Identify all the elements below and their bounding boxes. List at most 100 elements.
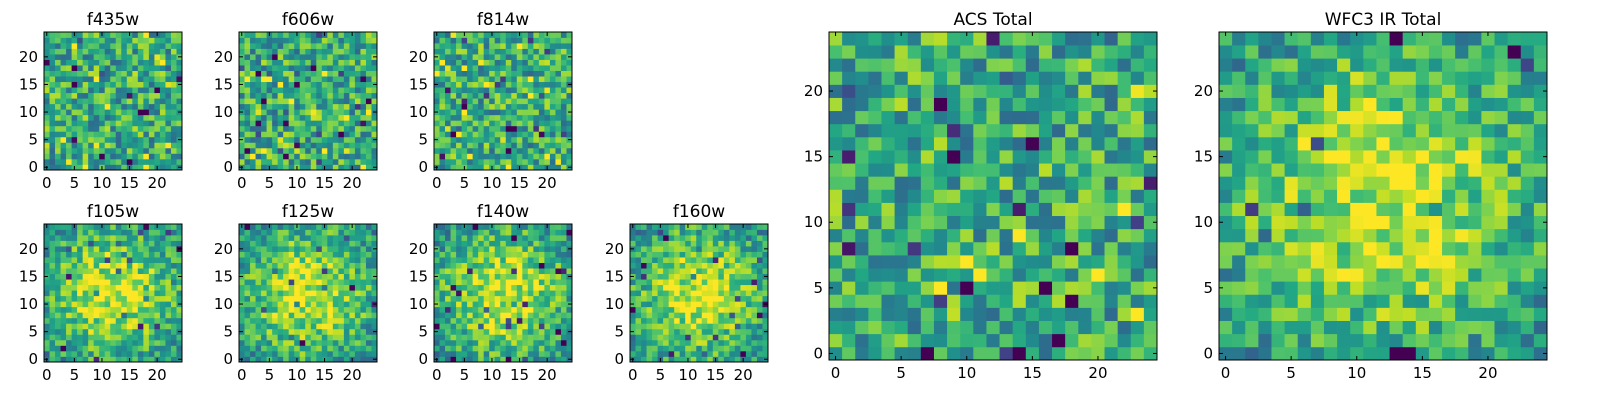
heatmap-cell — [1052, 215, 1066, 230]
heatmap-cell — [907, 176, 922, 190]
heatmap-cell — [434, 240, 440, 247]
heatmap-cell — [104, 229, 111, 236]
heatmap-cell — [679, 317, 686, 324]
heatmap-cell — [82, 76, 89, 83]
heatmap-cell — [999, 333, 1014, 348]
heatmap-cell — [701, 350, 708, 357]
heatmap-cell — [973, 176, 987, 190]
heatmap-cell — [740, 251, 747, 258]
heatmap-cell — [266, 257, 273, 263]
heatmap-cell — [66, 257, 72, 263]
heatmap-cell — [527, 323, 534, 330]
heatmap-cell — [66, 92, 72, 99]
heatmap-cell — [544, 158, 551, 165]
heatmap-cell — [365, 98, 372, 105]
heatmap-cell — [354, 54, 361, 60]
heatmap-cell — [690, 312, 697, 319]
heatmap-cell — [165, 273, 172, 280]
heatmap-cell — [657, 350, 664, 357]
heatmap-cell — [82, 345, 89, 352]
x-tick-label: 20 — [148, 174, 167, 192]
heatmap-cell — [701, 229, 708, 236]
heatmap-cell — [343, 142, 350, 149]
heatmap-cell — [494, 147, 501, 154]
heatmap-cell — [933, 333, 948, 348]
heatmap-cell — [283, 246, 290, 252]
heatmap-cell — [533, 224, 540, 230]
heatmap-cell — [718, 284, 725, 291]
heatmap-cell — [560, 339, 567, 346]
heatmap-cell — [170, 229, 177, 236]
heatmap-cell — [456, 48, 462, 55]
heatmap-cell — [60, 356, 67, 363]
heatmap-cell — [170, 136, 177, 143]
heatmap-cell — [855, 215, 869, 230]
heatmap-cell — [933, 228, 948, 243]
heatmap-cell — [478, 32, 485, 38]
heatmap-cell — [566, 284, 573, 291]
heatmap-cell — [1143, 228, 1158, 243]
heatmap-cell — [310, 290, 317, 297]
heatmap-cell — [338, 70, 345, 77]
heatmap-cell — [71, 153, 78, 160]
heatmap-cell — [143, 350, 150, 357]
x-tick-label: 5 — [460, 366, 470, 384]
heatmap-cell — [255, 98, 262, 105]
heatmap-cell — [305, 59, 312, 66]
heatmap-cell — [66, 76, 72, 83]
heatmap-cell — [99, 59, 106, 66]
heatmap-cell — [165, 43, 172, 49]
heatmap-cell — [494, 284, 501, 291]
heatmap-cell — [696, 356, 703, 363]
heatmap-cell — [434, 279, 440, 286]
heatmap-cell — [327, 240, 334, 247]
heatmap-cell — [360, 158, 367, 165]
heatmap-cell — [261, 59, 267, 66]
heatmap-cell — [641, 240, 647, 247]
heatmap-cell — [668, 246, 675, 252]
heatmap-cell — [77, 273, 83, 280]
heatmap-cell — [511, 312, 518, 319]
heatmap-cell — [461, 350, 468, 357]
heatmap-cell — [756, 262, 763, 269]
heatmap-cell — [527, 76, 534, 83]
heatmap-cell — [527, 81, 534, 88]
heatmap-cell — [1012, 215, 1027, 230]
heatmap-cell — [294, 109, 301, 116]
heatmap-cell — [277, 273, 284, 280]
heatmap-cell — [467, 279, 473, 286]
heatmap-cell — [533, 350, 540, 357]
heatmap-cell — [121, 273, 128, 280]
heatmap-cell — [549, 114, 556, 121]
heatmap-cell — [154, 240, 161, 247]
heatmap-cell — [321, 350, 328, 357]
heatmap-cell — [1091, 189, 1105, 203]
heatmap-cell — [55, 43, 61, 49]
heatmap-cell — [349, 76, 356, 83]
heatmap-cell — [327, 334, 334, 341]
heatmap-cell — [723, 246, 730, 252]
heatmap-cell — [707, 284, 714, 291]
heatmap-cell — [343, 268, 350, 275]
heatmap-cell — [49, 136, 56, 143]
heatmap-cell — [137, 257, 144, 263]
heatmap-cell — [159, 257, 166, 263]
heatmap-cell — [154, 317, 161, 324]
heatmap-cell — [99, 109, 106, 116]
heatmap-cell — [159, 131, 166, 138]
heatmap-cell — [756, 257, 763, 263]
heatmap-cell — [310, 251, 317, 258]
heatmap-cell — [527, 251, 534, 258]
heatmap-cell — [456, 290, 462, 297]
heatmap-cell — [126, 65, 133, 71]
heatmap-cell — [467, 125, 473, 132]
heatmap-cell — [288, 142, 295, 149]
heatmap-cell — [494, 306, 501, 313]
heatmap-cell — [154, 323, 161, 330]
heatmap-cell — [255, 48, 262, 55]
heatmap-cell — [450, 273, 457, 280]
heatmap-cell — [657, 279, 664, 286]
heatmap-cell — [365, 356, 372, 363]
heatmap-cell — [635, 224, 642, 230]
heatmap-cell — [549, 251, 556, 258]
